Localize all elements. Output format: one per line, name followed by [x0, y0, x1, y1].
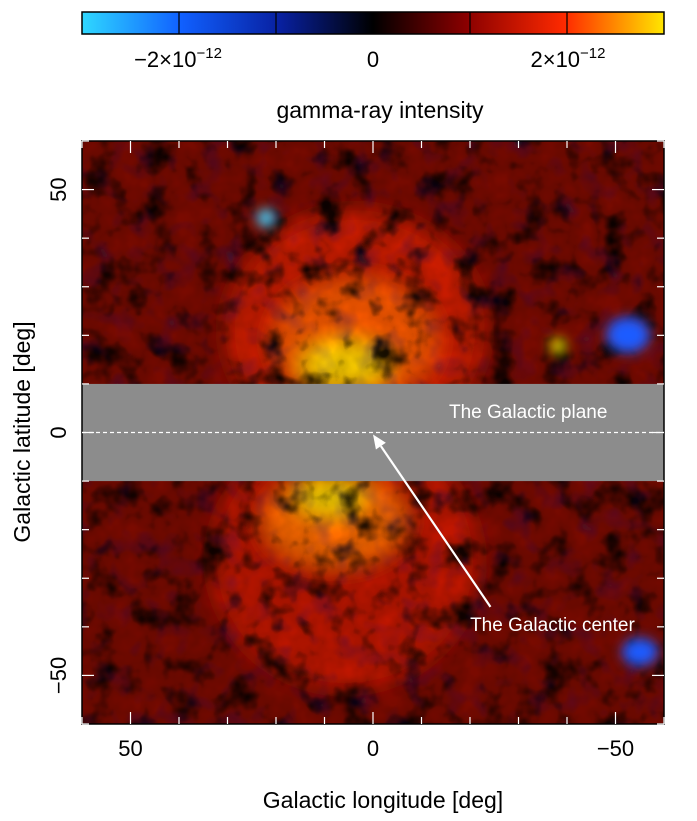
colorbar-gradient [81, 11, 665, 35]
colorbar-tick-label-zero: 0 [367, 47, 379, 72]
spots [257, 209, 658, 666]
x-axis-title: Galactic longitude [deg] [263, 787, 503, 813]
colorbar-tick-labels: −2×10−12 0 2×10−12 [134, 45, 605, 72]
galactic-center-arrow [379, 445, 492, 608]
galactic-center-label: The Galactic center [470, 615, 635, 636]
blue-spot-2 [606, 317, 650, 353]
colorbar-ticks [178, 12, 568, 34]
galactic-plane-label: The Galactic plane [449, 402, 607, 423]
colorbar: −2×10−12 0 2×10−12 gamma-ray intensity [81, 11, 665, 123]
x-tick-label: −50 [597, 736, 634, 761]
colorbar-tick-label-pos: 2×10−12 [530, 45, 605, 72]
blue-spot-3 [622, 638, 658, 666]
galactic-center-arrowhead [373, 434, 386, 450]
x-tick-label: 50 [118, 736, 142, 761]
y-tick-label: −50 [46, 657, 71, 694]
colorbar-label: gamma-ray intensity [276, 97, 484, 123]
x-tick-label: 0 [367, 736, 379, 761]
yellow-spot [550, 338, 566, 354]
colorbar-tick-label-neg: −2×10−12 [134, 45, 222, 72]
y-tick-label: 0 [46, 426, 71, 438]
y-axis-title: Galactic latitude [deg] [9, 321, 35, 542]
blue-spot-1 [257, 209, 275, 227]
y-tick-label: 50 [46, 177, 71, 201]
